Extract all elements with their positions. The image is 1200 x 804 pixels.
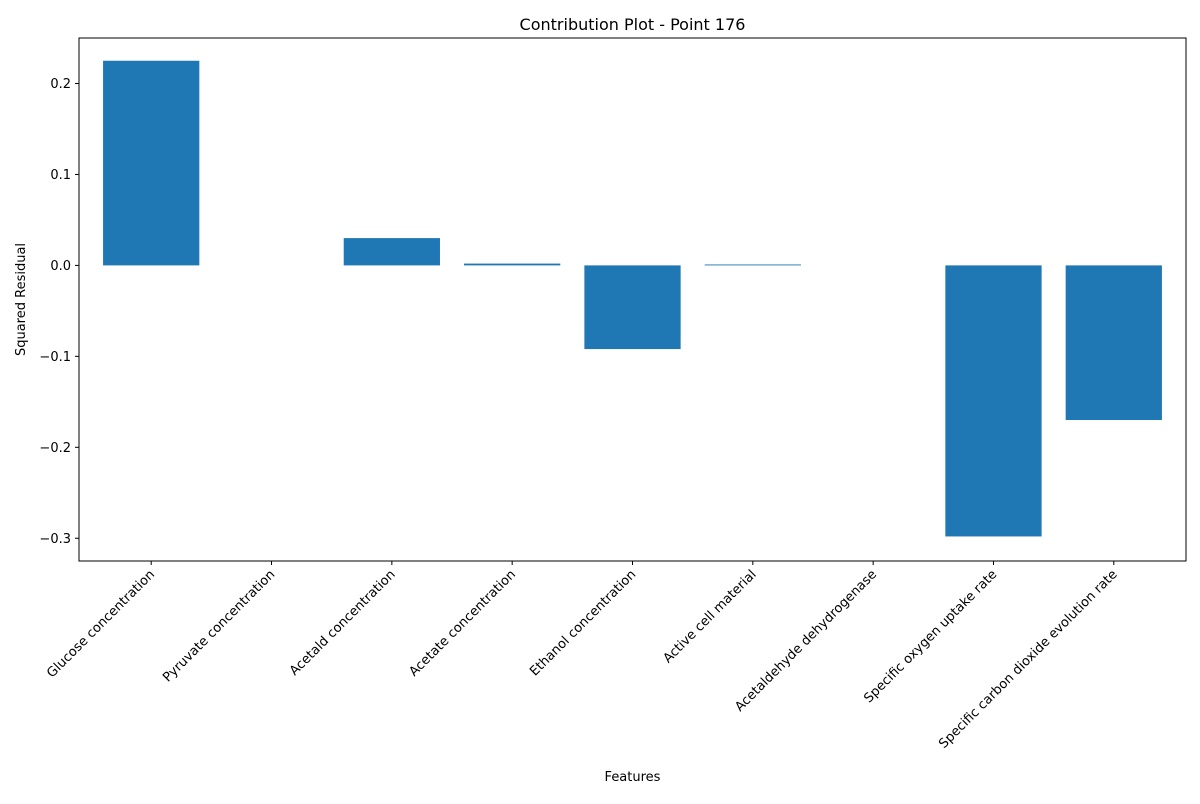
bars-layer [103,60,1162,537]
y-tick-label: 0.0 [50,259,71,274]
y-tick-label: −0.1 [39,350,71,365]
bar [343,238,440,266]
bar [464,263,561,266]
y-axis-ticks: −0.3 −0.2 −0.1 0.0 0.1 0.2 [39,77,79,547]
bar [704,264,801,266]
chart-title: Contribution Plot - Point 176 [520,15,746,34]
bar [1065,265,1162,421]
y-tick-label: −0.2 [39,441,71,456]
plot-frame [78,37,1187,562]
y-tick-label: −0.3 [39,532,71,547]
bar [584,265,681,350]
y-tick-label: 0.2 [50,77,71,92]
bar [103,60,200,266]
x-axis-title: Features [605,770,661,785]
y-axis-title: Squared Residual [14,243,29,356]
bar [945,265,1042,537]
y-tick-label: 0.1 [50,168,71,183]
